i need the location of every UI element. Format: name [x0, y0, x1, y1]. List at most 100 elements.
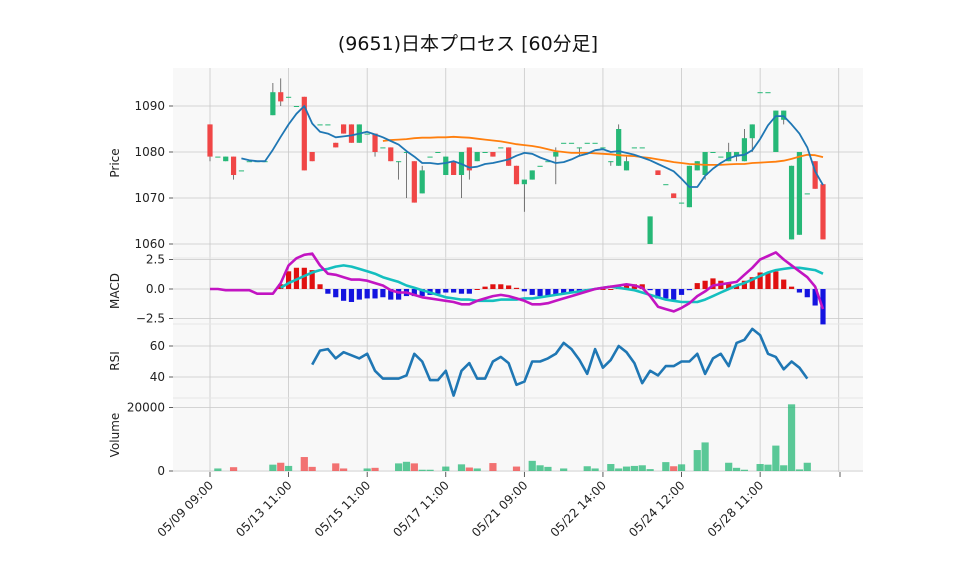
- volume-axis-label: Volume: [108, 413, 122, 458]
- candle-body: [474, 152, 480, 162]
- macd-histogram-bar: [396, 289, 402, 300]
- macd-histogram-bar: [301, 267, 307, 289]
- candle-body: [396, 161, 402, 163]
- candle-body: [639, 147, 645, 149]
- candle-body: [584, 142, 590, 144]
- candle-body: [812, 161, 818, 189]
- rsi-line: [311, 327, 809, 397]
- candle-body: [710, 152, 716, 153]
- macd-histogram-bar: [348, 289, 355, 302]
- chart-panels: 1060 1070 1080 1090 Price 2.5 0.0 −2.5 MACD 40 60 R…: [108, 68, 863, 478]
- candle-body: [631, 147, 637, 149]
- macd-histogram-bar: [388, 289, 394, 300]
- x-tick-label: 05/22 14:00: [548, 478, 610, 540]
- volume-bar: [630, 465, 638, 471]
- candle-body: [427, 156, 433, 158]
- candle-body: [348, 124, 355, 143]
- macd-histogram-bar: [317, 284, 323, 289]
- volume-bar: [544, 466, 552, 471]
- volume-bar: [340, 468, 348, 471]
- candle-body: [553, 152, 559, 157]
- rsi-axis-label: RSI: [108, 351, 122, 371]
- rsi-y-tick-label: 60: [150, 339, 165, 353]
- candle-body: [466, 147, 472, 171]
- price-y-tick-label: 1080: [134, 145, 165, 159]
- candle-body: [388, 147, 394, 162]
- volume-bar: [583, 466, 591, 471]
- price-y-tick-label: 1060: [134, 237, 165, 251]
- candle-body: [592, 142, 598, 144]
- candle-body: [773, 110, 779, 152]
- macd-histogram-bar: [663, 289, 669, 299]
- volume-bar: [489, 463, 497, 471]
- candle-body: [655, 170, 661, 175]
- candle-body: [576, 147, 582, 149]
- candle-body: [380, 147, 386, 149]
- sma-long-line: [382, 135, 824, 166]
- volume-bar: [780, 465, 788, 471]
- candle-body: [671, 193, 677, 198]
- macd-histogram-bar: [678, 289, 685, 295]
- price-y-tick-label: 1090: [134, 99, 165, 113]
- candle-body: [561, 142, 567, 144]
- candle-body: [333, 142, 339, 148]
- macd-histogram-bar: [781, 279, 787, 289]
- volume-bar: [725, 462, 733, 471]
- x-tick-label: 05/09 09:00: [155, 478, 217, 540]
- volume-bar: [418, 469, 426, 471]
- candle-body: [317, 124, 323, 126]
- volume-bar: [442, 466, 450, 471]
- volume-bar: [764, 464, 772, 471]
- candle-body: [223, 156, 229, 162]
- candle-body: [285, 96, 292, 98]
- candle-body: [568, 142, 575, 144]
- macd-histogram-bar: [356, 289, 362, 300]
- macd-histogram-bar: [741, 280, 748, 289]
- candle-body: [733, 152, 740, 157]
- volume-bar: [426, 469, 434, 471]
- chart-title: (9651)日本プロセス [60分足]: [338, 33, 598, 55]
- x-tick-label: 05/15 11:00: [312, 478, 374, 540]
- candle-body: [521, 179, 527, 185]
- volume-bar: [638, 465, 646, 471]
- macd-histogram-bar: [506, 285, 512, 289]
- x-tick-label: 05/17 11:00: [390, 478, 452, 540]
- volume-bar: [284, 465, 293, 471]
- x-tick-label: 05/21 09:00: [469, 478, 531, 540]
- candle-body: [537, 165, 543, 167]
- macd-histogram-bar: [608, 289, 614, 290]
- volume-bar: [670, 466, 678, 471]
- x-tick-label: 05/24 12:00: [626, 478, 688, 540]
- volume-bar: [591, 468, 599, 471]
- macd-histogram-bar: [545, 289, 551, 297]
- macd-histogram-bar: [757, 272, 763, 289]
- candle-body: [678, 202, 685, 204]
- volume-bar: [465, 467, 473, 471]
- candle-body: [545, 161, 551, 163]
- volume-bar: [528, 460, 536, 471]
- candle-body: [608, 161, 614, 163]
- candle-body: [757, 92, 763, 94]
- volume-bar: [732, 467, 741, 471]
- macd-histogram-bar: [333, 289, 339, 298]
- macd-signal-line: [280, 264, 824, 304]
- candle-body: [663, 184, 669, 186]
- macd-histogram-bar: [796, 289, 803, 293]
- macd-histogram-bar: [341, 289, 347, 301]
- candle-body: [215, 156, 221, 158]
- candle-body: [301, 96, 307, 171]
- macd-histogram-bar: [749, 277, 755, 289]
- candle-body: [403, 152, 410, 153]
- candle-body: [718, 156, 724, 158]
- candle-body: [372, 133, 378, 152]
- macd-histogram-bar: [773, 271, 779, 289]
- candle-body: [694, 161, 700, 171]
- volume-bar: [646, 469, 654, 471]
- volume-y-tick-label: 20000: [127, 401, 165, 415]
- rsi-y-tick-label: 40: [150, 370, 165, 384]
- candle-body: [623, 161, 630, 171]
- macd-histogram-bar: [482, 286, 488, 289]
- candle-body: [341, 124, 347, 134]
- candle-body: [529, 170, 535, 180]
- macd-histogram-bar: [623, 284, 630, 289]
